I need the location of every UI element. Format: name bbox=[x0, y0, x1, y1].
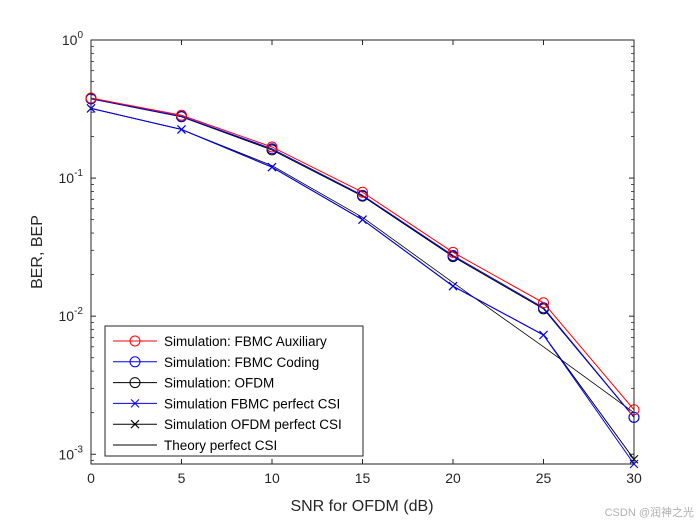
legend-marker bbox=[129, 335, 141, 347]
legend-marker bbox=[130, 399, 140, 408]
legend-label: Simulation: OFDM bbox=[164, 376, 274, 391]
x-marker-stroke bbox=[177, 125, 186, 134]
legend-item: Simulation: FBMC Coding bbox=[113, 355, 319, 370]
legend-item: Simulation: OFDM bbox=[113, 376, 274, 391]
data-point bbox=[357, 186, 368, 198]
data-point bbox=[176, 109, 187, 121]
x-tick-label: 20 bbox=[445, 470, 461, 486]
legend-item: Simulation OFDM perfect CSI bbox=[113, 417, 342, 432]
x-tick-label: 15 bbox=[355, 470, 371, 486]
legend-label: Theory perfect CSI bbox=[164, 438, 277, 453]
data-point bbox=[266, 141, 278, 153]
y-tick-exponent: -3 bbox=[74, 444, 83, 455]
legend-label: Simulation FBMC perfect CSI bbox=[164, 396, 340, 411]
data-point bbox=[358, 215, 367, 225]
y-tick-exponent: -2 bbox=[74, 306, 83, 317]
data-point bbox=[539, 330, 548, 340]
legend-marker bbox=[129, 356, 141, 368]
data-point bbox=[267, 162, 277, 172]
y-axis-label: BER, BEP bbox=[29, 215, 46, 289]
legend-label: Simulation OFDM perfect CSI bbox=[164, 417, 342, 432]
plot-frame bbox=[90, 39, 635, 465]
legend-label: Simulation: FBMC Coding bbox=[164, 355, 319, 370]
y-tick-base: 10 bbox=[62, 32, 78, 48]
legend-item: Simulation FBMC perfect CSI bbox=[113, 396, 340, 411]
series-3 bbox=[86, 103, 639, 469]
x-marker-stroke bbox=[539, 330, 548, 340]
x-marker-stroke bbox=[130, 399, 140, 408]
y-tick-label: 10-2 bbox=[59, 306, 84, 324]
x-marker-stroke bbox=[267, 162, 277, 172]
y-tick-exponent: -1 bbox=[74, 168, 83, 179]
legend-marker bbox=[129, 377, 141, 389]
x-marker-stroke bbox=[130, 419, 140, 429]
y-tick-label: 10-1 bbox=[59, 168, 84, 186]
x-tick-label: 10 bbox=[264, 470, 280, 486]
y-tick-base: 10 bbox=[59, 446, 75, 462]
data-point bbox=[448, 281, 458, 291]
y-tick-exponent: 0 bbox=[77, 30, 83, 41]
legend-item: Theory perfect CSI bbox=[113, 438, 277, 453]
y-tick-base: 10 bbox=[59, 170, 75, 186]
legend-item: Simulation: FBMC Auxiliary bbox=[113, 334, 327, 349]
legend-label: Simulation: FBMC Auxiliary bbox=[164, 334, 327, 349]
data-point bbox=[538, 297, 549, 309]
y-tick-label: 10-3 bbox=[59, 444, 84, 462]
x-tick-label: 0 bbox=[87, 470, 95, 486]
x-tick-label: 25 bbox=[536, 470, 552, 486]
x-tick-label: 30 bbox=[626, 470, 642, 486]
y-tick-label: 100 bbox=[62, 30, 84, 48]
data-point bbox=[177, 125, 186, 134]
legend-marker bbox=[130, 419, 140, 429]
watermark: CSDN @润神之光 bbox=[605, 505, 694, 519]
x-marker-stroke bbox=[448, 281, 458, 291]
x-axis-label: SNR for OFDM (dB) bbox=[290, 498, 433, 515]
data-point bbox=[447, 246, 459, 258]
series-line bbox=[90, 97, 635, 411]
legend: Simulation: FBMC Auxiliary Simulation: FB… bbox=[104, 325, 364, 457]
y-tick-base: 10 bbox=[59, 308, 75, 324]
x-tick-label: 5 bbox=[178, 470, 186, 486]
x-marker-stroke bbox=[358, 215, 367, 225]
legend-box bbox=[104, 325, 364, 457]
